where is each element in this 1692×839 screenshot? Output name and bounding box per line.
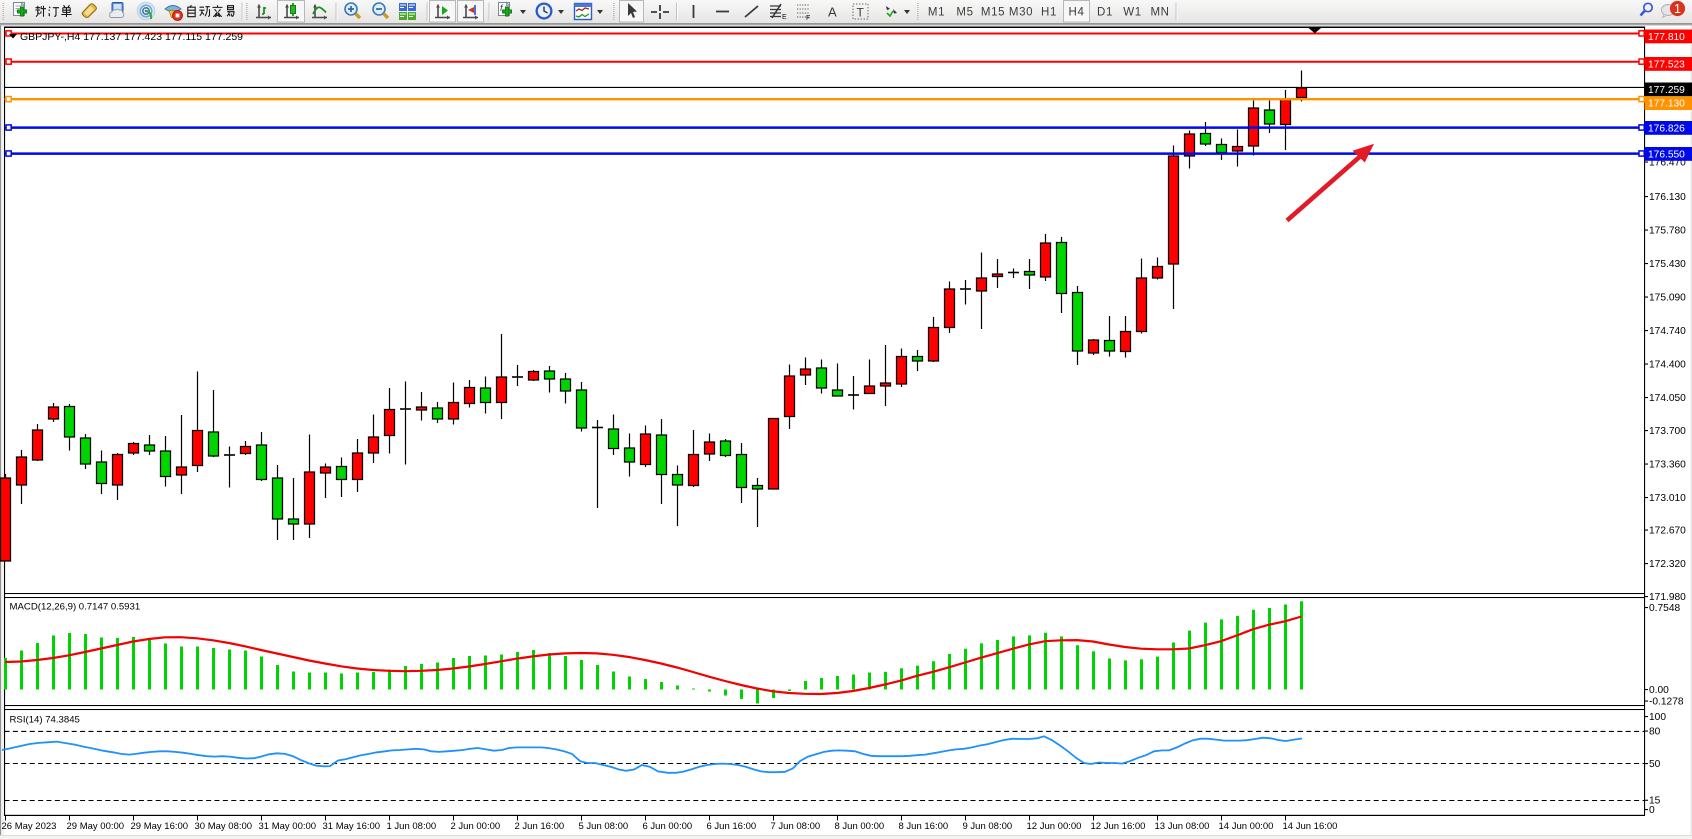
svg-text:M1: M1 bbox=[928, 7, 945, 19]
svg-text:172.320: 172.320 bbox=[1649, 559, 1686, 570]
svg-text:26 May 2023: 26 May 2023 bbox=[2, 821, 57, 832]
svg-text:RSI(14) 74.3845: RSI(14) 74.3845 bbox=[10, 715, 80, 726]
svg-text:29 May 00:00: 29 May 00:00 bbox=[67, 821, 125, 832]
svg-text:175.090: 175.090 bbox=[1649, 293, 1686, 304]
svg-text:6 Jun 16:00: 6 Jun 16:00 bbox=[707, 821, 757, 832]
svg-text:100: 100 bbox=[1649, 712, 1666, 723]
svg-text:176.470: 176.470 bbox=[1649, 158, 1686, 169]
svg-text:0.7548: 0.7548 bbox=[1649, 603, 1680, 614]
svg-text:A: A bbox=[828, 5, 837, 20]
svg-text:6 Jun 00:00: 6 Jun 00:00 bbox=[643, 821, 693, 832]
svg-text:174.400: 174.400 bbox=[1649, 360, 1686, 371]
svg-text:174.050: 174.050 bbox=[1649, 393, 1686, 404]
svg-text:T: T bbox=[857, 6, 865, 20]
svg-text:50: 50 bbox=[1649, 759, 1661, 770]
svg-text:H4: H4 bbox=[1069, 7, 1085, 19]
svg-text:176.826: 176.826 bbox=[1648, 124, 1685, 135]
svg-text:f: f bbox=[500, 3, 504, 13]
svg-text:176.550: 176.550 bbox=[1648, 150, 1685, 161]
svg-text:172.670: 172.670 bbox=[1649, 526, 1686, 537]
svg-text:MN: MN bbox=[1150, 7, 1169, 19]
svg-text:171.980: 171.980 bbox=[1649, 592, 1686, 603]
svg-text:177.523: 177.523 bbox=[1648, 60, 1685, 71]
svg-text:15: 15 bbox=[1649, 796, 1661, 807]
svg-text:177.259: 177.259 bbox=[1648, 85, 1685, 96]
svg-text:173.700: 173.700 bbox=[1649, 426, 1686, 437]
svg-text:177.130: 177.130 bbox=[1648, 99, 1685, 110]
svg-text:31 May 16:00: 31 May 16:00 bbox=[323, 821, 381, 832]
svg-text:W1: W1 bbox=[1123, 7, 1141, 19]
svg-text:29 May 16:00: 29 May 16:00 bbox=[131, 821, 189, 832]
svg-text:8 Jun 16:00: 8 Jun 16:00 bbox=[899, 821, 949, 832]
svg-text:14 Jun 16:00: 14 Jun 16:00 bbox=[1283, 821, 1338, 832]
svg-text:2 Jun 00:00: 2 Jun 00:00 bbox=[451, 821, 501, 832]
svg-text:H1: H1 bbox=[1041, 7, 1057, 19]
svg-text:E: E bbox=[782, 14, 787, 21]
svg-text:14 Jun 00:00: 14 Jun 00:00 bbox=[1219, 821, 1274, 832]
svg-text:0: 0 bbox=[1649, 805, 1655, 816]
svg-text:30 May 08:00: 30 May 08:00 bbox=[195, 821, 253, 832]
svg-text:176.130: 176.130 bbox=[1649, 192, 1686, 203]
svg-text:D1: D1 bbox=[1097, 7, 1113, 19]
svg-text:7 Jun 08:00: 7 Jun 08:00 bbox=[771, 821, 821, 832]
svg-text:175.780: 175.780 bbox=[1649, 226, 1686, 237]
svg-text:173.360: 173.360 bbox=[1649, 460, 1686, 471]
svg-text:MACD(12,26,9) 0.7147 0.5931: MACD(12,26,9) 0.7147 0.5931 bbox=[10, 602, 141, 613]
svg-text:31 May 00:00: 31 May 00:00 bbox=[259, 821, 317, 832]
svg-text:173.010: 173.010 bbox=[1649, 493, 1686, 504]
svg-text:9 Jun 08:00: 9 Jun 08:00 bbox=[963, 821, 1013, 832]
svg-text:1 Jun 08:00: 1 Jun 08:00 bbox=[387, 821, 437, 832]
svg-text:175.430: 175.430 bbox=[1649, 259, 1686, 270]
svg-text:1: 1 bbox=[1674, 2, 1681, 16]
svg-text:0.00: 0.00 bbox=[1649, 685, 1669, 696]
svg-text:177.810: 177.810 bbox=[1648, 32, 1685, 43]
svg-text:2 Jun 16:00: 2 Jun 16:00 bbox=[515, 821, 565, 832]
svg-text:13 Jun 08:00: 13 Jun 08:00 bbox=[1155, 821, 1210, 832]
svg-text:M5: M5 bbox=[956, 7, 973, 19]
svg-text:GBPJPY-,H4 177.137 177.423 17: GBPJPY-,H4 177.137 177.423 177.115 177.2… bbox=[20, 31, 243, 43]
svg-text:M30: M30 bbox=[1009, 7, 1033, 19]
svg-text:8 Jun 00:00: 8 Jun 00:00 bbox=[835, 821, 885, 832]
svg-text:F: F bbox=[806, 15, 810, 22]
svg-text:12 Jun 16:00: 12 Jun 16:00 bbox=[1091, 821, 1146, 832]
svg-text:M15: M15 bbox=[981, 7, 1005, 19]
svg-text:5 Jun 08:00: 5 Jun 08:00 bbox=[579, 821, 629, 832]
svg-text:80: 80 bbox=[1649, 727, 1661, 738]
svg-text:-0.1278: -0.1278 bbox=[1649, 697, 1684, 708]
svg-text:174.740: 174.740 bbox=[1649, 326, 1686, 337]
svg-text:12 Jun 00:00: 12 Jun 00:00 bbox=[1027, 821, 1082, 832]
